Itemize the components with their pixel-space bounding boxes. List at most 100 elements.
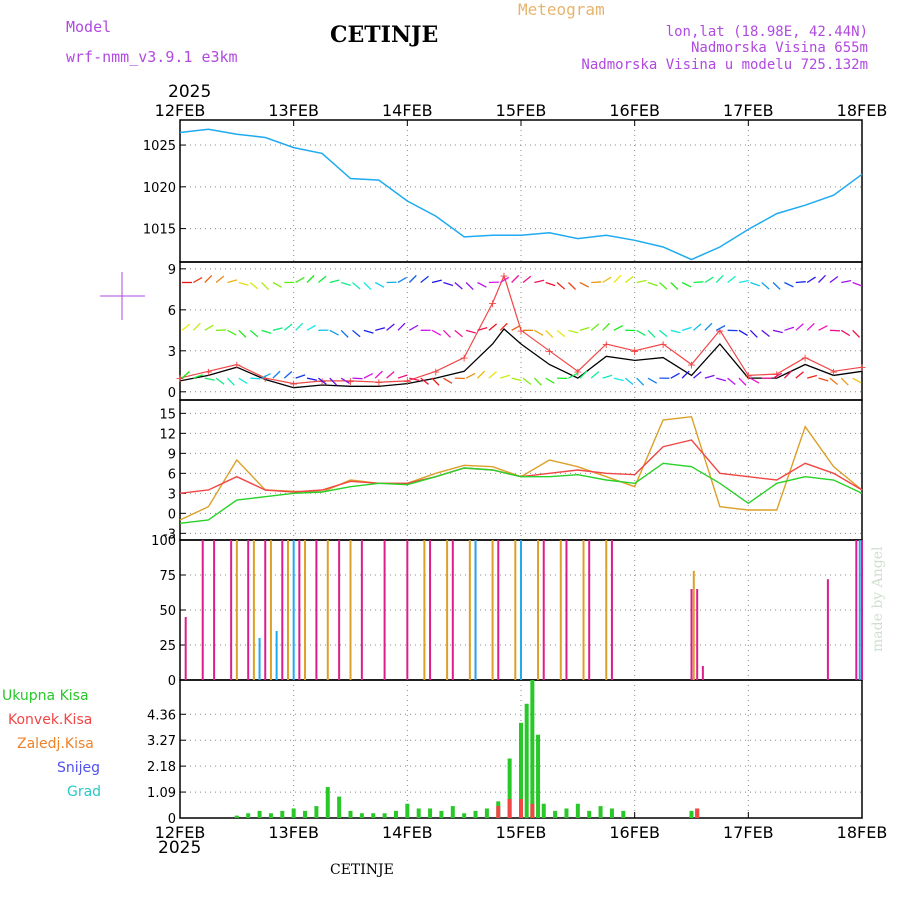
time-label-bottom: 13FEB [268,823,319,842]
wind-direction-arrow [238,377,248,385]
y-tick-label: 0 [168,386,176,401]
wind-direction-arrow [716,377,727,382]
wind-direction-arrow [363,329,374,334]
precip-bar-1 [507,798,512,818]
cloud-bar-1 [235,540,238,680]
wind-direction-arrow [840,329,851,337]
wind-direction-arrow [568,329,579,334]
cloud-bar-0 [610,540,613,680]
cloud-bar-1 [269,540,272,680]
wind-direction-arrow [431,279,442,284]
wind-gust-marker: + [460,352,469,365]
wind-direction-arrow [227,329,237,336]
wind-direction-arrow [283,371,293,379]
y-tick-label: 1025 [143,139,176,154]
precip-bar-0 [416,808,421,818]
panel-pressure: 1015 1020 1025 [143,119,863,263]
wind-direction-arrow [499,276,510,284]
precip-bar-0 [462,813,467,818]
precip-bar-0 [575,803,580,818]
wind-direction-arrow [261,373,271,379]
wind-direction-arrow [261,282,270,291]
wind-gust-marker: + [658,338,667,351]
time-label-top: 15FEB [496,101,547,120]
wind-direction-arrow [852,281,863,287]
cloud-bar-0 [184,617,187,680]
wind-direction-arrow [374,370,383,379]
wind-direction-arrow [397,276,407,284]
cloud-bar-0 [861,540,863,680]
wind-direction-arrow [602,322,611,331]
precip-bar-0 [524,703,529,818]
cloud-bar-1 [514,540,517,680]
wind-direction-arrow [772,282,781,290]
wind-gust-marker: + [204,365,213,378]
time-label-top: 16FEB [609,101,660,120]
elevation-label: Nadmorska Visina 655m [690,40,868,56]
y-tick-label: 6 [168,304,176,319]
cloud-bar-0 [338,540,341,680]
y-tick-label: 3.27 [147,734,176,749]
wind-direction-arrow [852,377,862,384]
precip-bar-0 [428,808,433,818]
wind-direction-arrow [693,281,704,284]
wind-direction-arrow [738,377,747,386]
cloud-bar-0 [696,589,699,680]
wind-direction-arrow [636,279,647,284]
precip-bar-0 [689,810,694,818]
wind-direction-arrow [443,377,453,384]
wind-direction-arrow [613,377,624,382]
precip-bar-0 [405,803,410,818]
y-tick-label: 4.36 [147,708,176,723]
wind-direction-arrow [420,377,429,385]
wind-direction-arrow [295,374,306,379]
cloud-bar-2 [292,540,295,680]
wind-direction-arrow [408,274,417,283]
wind-direction-arrow [681,370,690,379]
cloud-bar-0 [213,540,216,680]
y-tick-label: 0 [168,507,176,522]
wind-direction-arrow [363,372,374,379]
wind-direction-arrow [806,276,816,284]
y-tick-label: 25 [159,639,176,654]
y-tick-label: 9 [168,447,176,462]
wind-gust-marker: + [602,338,611,351]
precip-bar-0 [382,813,387,818]
precip-bar-0 [598,806,603,818]
cloud-bar-2 [258,638,261,680]
wind-direction-arrow [431,329,442,336]
precip-bar-0 [246,813,251,818]
wind-direction-arrow [227,279,238,284]
wind-direction-arrow [772,372,783,379]
model-label: Model [66,18,112,36]
wind-direction-arrow [795,371,804,379]
wind-gust-marker: + [488,297,497,310]
wind-direction-arrow [352,281,361,290]
wind-direction-arrow [522,377,532,385]
cloud-bar-0 [383,540,386,680]
wind-gust-marker: + [516,324,525,337]
precip-bar-0 [473,810,478,818]
wind-direction-arrow [647,281,658,287]
cloud-bar-0 [451,540,454,680]
time-label-bottom: 12FEB [155,823,206,842]
precip-bar-0 [587,810,592,818]
cloud-bar-1 [491,540,494,680]
meteogram-title: Meteogram [518,0,605,19]
wind-direction-arrow [522,275,532,284]
wind-direction-arrow [761,282,770,290]
wind-direction-arrow [204,274,213,283]
wind-direction-arrow [693,323,702,331]
wind-direction-arrow [579,370,588,379]
wind-gust-marker: + [829,365,838,378]
wind-direction-arrow [340,377,350,384]
precip-legend-item: Konvek.Kisa [8,712,92,728]
precip-bar-0 [280,810,285,818]
wind-direction-arrow [420,275,429,284]
precip-bar-0 [530,680,535,818]
cloud-bar-1 [349,540,352,680]
precip-bar-0 [519,722,523,818]
wind-direction-arrow [283,323,293,331]
panel-precip: 0 1.09 2.18 3.27 4.36 [147,679,863,827]
precip-bar-1 [695,808,700,818]
